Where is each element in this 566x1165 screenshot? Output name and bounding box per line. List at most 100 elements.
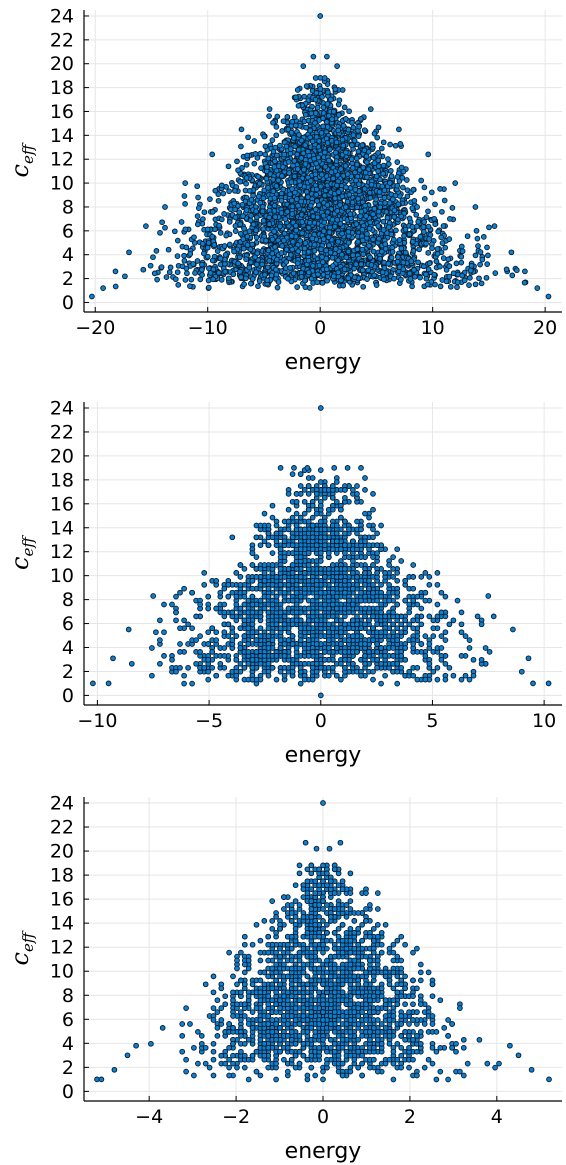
- data-point: [294, 166, 301, 172]
- data-point: [335, 101, 342, 108]
- data-point: [362, 202, 368, 209]
- data-point: [349, 142, 355, 148]
- data-point: [406, 215, 413, 222]
- data-point: [426, 260, 433, 267]
- data-point: [391, 207, 398, 214]
- data-point: [193, 660, 199, 667]
- data-point: [332, 149, 339, 156]
- data-point: [335, 127, 342, 134]
- data-point: [238, 274, 244, 281]
- data-point: [294, 260, 301, 267]
- data-point: [395, 201, 402, 208]
- data-point: [140, 266, 147, 273]
- data-point: [216, 222, 222, 229]
- data-point: [329, 254, 336, 261]
- data-point: [247, 259, 254, 266]
- data-point: [389, 249, 396, 255]
- data-point: [467, 275, 473, 281]
- data-point: [238, 143, 244, 150]
- data-point: [370, 506, 376, 513]
- data-point: [210, 266, 217, 273]
- data-point: [359, 142, 366, 148]
- data-point: [278, 250, 285, 256]
- data-point: [277, 223, 283, 230]
- data-point: [349, 119, 355, 126]
- data-point: [184, 270, 190, 277]
- data-point: [336, 112, 342, 118]
- data-point: [237, 660, 244, 667]
- data-point: [339, 193, 346, 200]
- data-point: [288, 179, 295, 185]
- data-point: [258, 165, 264, 171]
- data-point: [388, 254, 395, 261]
- data-point: [321, 75, 328, 81]
- data-point: [221, 211, 227, 217]
- data-point: [361, 127, 368, 134]
- data-point: [396, 237, 403, 243]
- data-point: [210, 276, 216, 283]
- data-point: [284, 114, 291, 120]
- data-point: [314, 279, 321, 286]
- data-point: [421, 229, 427, 235]
- data-point: [391, 214, 398, 220]
- data-point: [273, 522, 280, 529]
- data-point: [169, 656, 175, 663]
- data-point: [396, 126, 402, 133]
- data-point: [297, 182, 303, 189]
- data-point: [266, 257, 273, 264]
- data-point: [313, 134, 320, 140]
- data-point: [260, 217, 267, 224]
- data-point: [201, 570, 208, 576]
- data-point: [302, 277, 308, 284]
- data-point: [166, 269, 173, 276]
- x-tick-label: −10: [188, 317, 228, 339]
- data-point: [187, 251, 194, 257]
- data-point: [338, 506, 344, 513]
- data-point: [450, 270, 457, 277]
- data-point: [373, 173, 380, 180]
- data-point: [332, 86, 339, 93]
- data-point: [477, 261, 483, 268]
- data-point: [249, 241, 256, 248]
- data-point: [312, 206, 319, 213]
- data-point: [360, 283, 367, 290]
- data-point: [324, 277, 330, 284]
- data-point: [283, 259, 290, 265]
- data-point: [343, 254, 350, 261]
- data-point: [425, 151, 432, 158]
- data-point: [285, 275, 291, 282]
- data-point: [269, 137, 276, 143]
- data-point: [274, 256, 280, 263]
- data-point: [398, 245, 405, 252]
- data-point: [380, 170, 386, 177]
- data-point: [346, 108, 352, 115]
- data-point: [375, 150, 381, 156]
- data-point: [362, 169, 369, 176]
- data-point: [454, 279, 461, 286]
- data-point: [408, 258, 415, 265]
- data-point: [534, 285, 541, 291]
- data-point: [378, 145, 385, 152]
- data-point: [172, 276, 179, 283]
- data-point: [376, 189, 383, 195]
- data-point: [435, 228, 442, 235]
- data-point: [388, 231, 395, 238]
- data-point: [307, 178, 314, 184]
- data-point: [327, 146, 333, 153]
- data-point: [454, 597, 461, 604]
- data-point: [374, 134, 381, 141]
- data-point: [244, 233, 251, 240]
- data-point: [309, 235, 316, 242]
- data-point: [282, 216, 289, 222]
- data-point: [244, 152, 251, 159]
- data-point: [338, 166, 344, 172]
- data-point: [163, 274, 170, 280]
- data-point: [253, 214, 260, 221]
- data-point: [371, 205, 378, 212]
- data-point: [434, 664, 441, 671]
- data-point: [209, 625, 216, 632]
- data-point: [421, 184, 428, 191]
- data-point: [386, 562, 392, 568]
- data-point: [446, 236, 453, 242]
